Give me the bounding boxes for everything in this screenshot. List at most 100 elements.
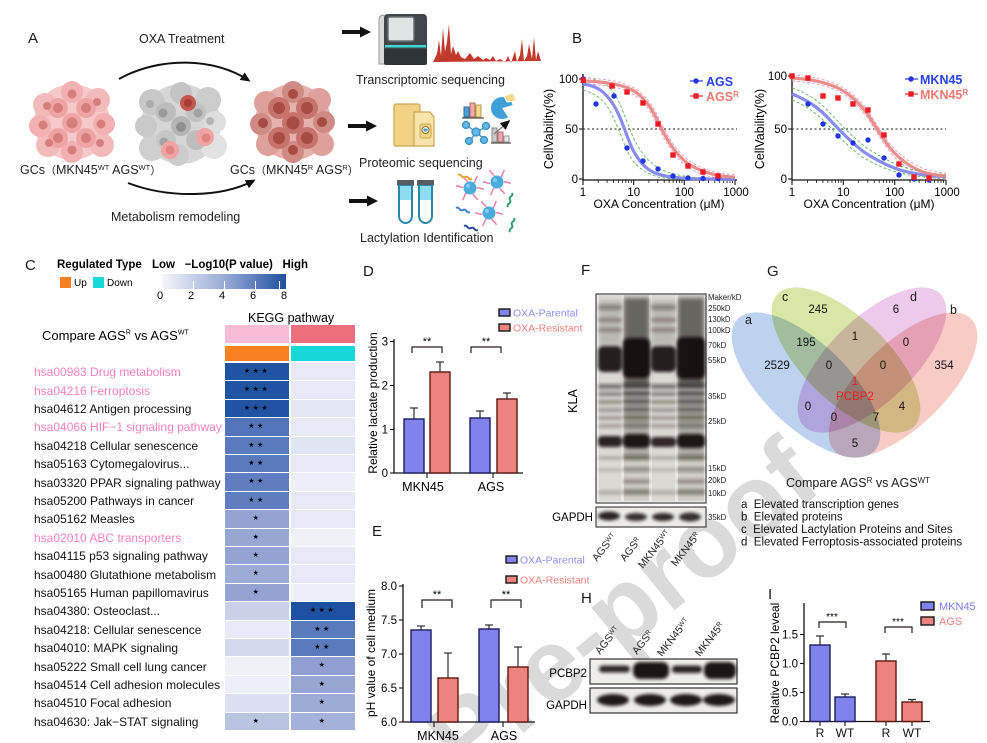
svg-text:0: 0 <box>831 412 837 424</box>
svg-text:100: 100 <box>675 187 694 199</box>
svg-text:MKN45: MKN45 <box>920 73 962 87</box>
svg-text:0: 0 <box>382 468 388 480</box>
svg-text:AGS: AGS <box>706 75 733 89</box>
svg-text:OXA Treatment: OXA Treatment <box>139 32 225 46</box>
svg-text:b Elevated proteins: b Elevated proteins <box>741 512 843 524</box>
svg-text:MKN45: MKN45 <box>402 480 444 494</box>
svg-text:R: R <box>882 726 891 740</box>
svg-text:15kD: 15kD <box>708 464 727 473</box>
svg-text:b: b <box>950 303 957 317</box>
svg-text:70kD: 70kD <box>708 341 727 350</box>
svg-text:MKN45WT: MKN45WT <box>655 616 692 659</box>
svg-text:0.0: 0.0 <box>782 717 798 729</box>
svg-text:20kD: 20kD <box>708 476 727 485</box>
svg-text:GCs（MKN45R AGSR）: GCs（MKN45R AGSR） <box>230 163 359 177</box>
svg-text:GCs（MKN45WT AGSWT）: GCs（MKN45WT AGSWT） <box>20 163 161 177</box>
svg-text:AGS: AGS <box>491 729 517 743</box>
svg-text:100: 100 <box>559 74 578 86</box>
svg-text:KLA: KLA <box>566 389 580 413</box>
svg-text:GAPDH: GAPDH <box>546 700 587 712</box>
svg-text:1: 1 <box>789 187 795 199</box>
svg-text:1: 1 <box>382 425 388 437</box>
svg-text:AGSR: AGSR <box>630 628 656 657</box>
svg-text:1.5: 1.5 <box>782 630 798 642</box>
svg-text:AGS: AGS <box>939 616 962 628</box>
svg-text:pH value of cell medium: pH value of cell medium <box>364 589 378 717</box>
svg-text:195: 195 <box>796 337 815 349</box>
svg-text:7.5: 7.5 <box>381 615 397 627</box>
svg-text:A: A <box>28 30 38 47</box>
svg-text:100: 100 <box>885 187 904 199</box>
svg-text:I: I <box>768 586 772 603</box>
svg-text:5: 5 <box>852 438 858 450</box>
svg-text:MKN45: MKN45 <box>939 601 976 613</box>
svg-text:OXA-Parental: OXA-Parental <box>513 308 578 320</box>
svg-text:1.0: 1.0 <box>782 659 798 671</box>
svg-text:100kD: 100kD <box>708 326 731 335</box>
svg-text:7: 7 <box>873 412 879 424</box>
svg-text:50: 50 <box>565 124 578 136</box>
svg-text:OXA-Parental: OXA-Parental <box>520 555 585 567</box>
svg-text:55kD: 55kD <box>708 356 727 365</box>
svg-text:MKN45WT: MKN45WT <box>636 528 673 571</box>
svg-text:OXA Concentration (μM): OXA Concentration (μM) <box>804 197 935 211</box>
svg-text:***: *** <box>892 617 904 628</box>
svg-text:4: 4 <box>899 401 906 413</box>
svg-text:MKN45R: MKN45R <box>669 530 703 569</box>
svg-text:PCBP2: PCBP2 <box>549 668 587 680</box>
svg-text:d Elevated Ferroptosis-associ: d Elevated Ferroptosis-associated protei… <box>741 537 962 549</box>
svg-text:d: d <box>910 290 917 304</box>
svg-text:6: 6 <box>893 304 899 316</box>
svg-text:250kD: 250kD <box>708 304 731 313</box>
svg-text:1: 1 <box>852 376 858 388</box>
svg-text:0.5: 0.5 <box>782 688 798 700</box>
svg-text:CellVability(%): CellVability(%) <box>542 89 556 169</box>
svg-text:1: 1 <box>580 187 586 199</box>
svg-text:WT: WT <box>836 726 855 740</box>
svg-text:MKN45: MKN45 <box>417 729 459 743</box>
svg-text:1: 1 <box>852 331 858 343</box>
svg-text:0: 0 <box>880 360 886 372</box>
svg-text:AGSWT: AGSWT <box>590 531 619 564</box>
svg-text:6.0: 6.0 <box>381 717 397 729</box>
svg-text:H: H <box>581 590 592 607</box>
svg-text:a: a <box>745 313 752 327</box>
svg-text:GAPDH: GAPDH <box>552 512 593 524</box>
svg-text:0: 0 <box>805 401 811 413</box>
svg-text:Metabolism remodeling: Metabolism remodeling <box>111 210 240 224</box>
svg-text:c Elevated Lactylation Protei: c Elevated Lactylation Proteins and Site… <box>741 524 953 536</box>
svg-text:2529: 2529 <box>764 360 790 372</box>
svg-text:Proteomic sequencing: Proteomic sequencing <box>359 156 483 170</box>
svg-text:0: 0 <box>826 360 832 372</box>
svg-text:10kD: 10kD <box>708 489 727 498</box>
svg-text:100: 100 <box>768 71 787 83</box>
svg-text:c: c <box>782 290 788 304</box>
svg-text:MKN45R: MKN45R <box>920 88 968 102</box>
svg-text:R: R <box>816 726 825 740</box>
svg-text:F: F <box>581 262 590 279</box>
svg-text:OXA-Resistant: OXA-Resistant <box>513 323 583 335</box>
svg-text:CellVability(%): CellVability(%) <box>753 89 767 169</box>
svg-text:AGS: AGS <box>478 480 504 494</box>
svg-text:35kD: 35kD <box>708 392 727 401</box>
svg-text:6.5: 6.5 <box>381 683 397 695</box>
svg-text:OXA-Resistant: OXA-Resistant <box>520 575 590 587</box>
svg-text:AGSR: AGSR <box>706 90 739 104</box>
svg-text:8.0: 8.0 <box>381 581 397 593</box>
svg-text:35kD: 35kD <box>708 513 727 522</box>
svg-text:AGSWT: AGSWT <box>593 624 622 657</box>
svg-text:0: 0 <box>572 174 578 186</box>
svg-text:**: ** <box>502 589 511 601</box>
svg-text:1000: 1000 <box>723 187 749 199</box>
svg-text:0: 0 <box>781 174 787 186</box>
svg-text:354: 354 <box>934 360 954 372</box>
svg-text:3: 3 <box>382 337 388 349</box>
svg-text:Relative lactate production: Relative lactate production <box>366 332 380 473</box>
svg-text:10: 10 <box>627 187 640 199</box>
svg-text:PCBP2: PCBP2 <box>836 391 874 403</box>
svg-text:0: 0 <box>903 337 909 349</box>
svg-text:Relative PCBP2 leveal: Relative PCBP2 leveal <box>768 603 782 724</box>
svg-text:7.0: 7.0 <box>381 649 397 661</box>
svg-text:10: 10 <box>837 187 850 199</box>
svg-text:130kD: 130kD <box>708 315 731 324</box>
